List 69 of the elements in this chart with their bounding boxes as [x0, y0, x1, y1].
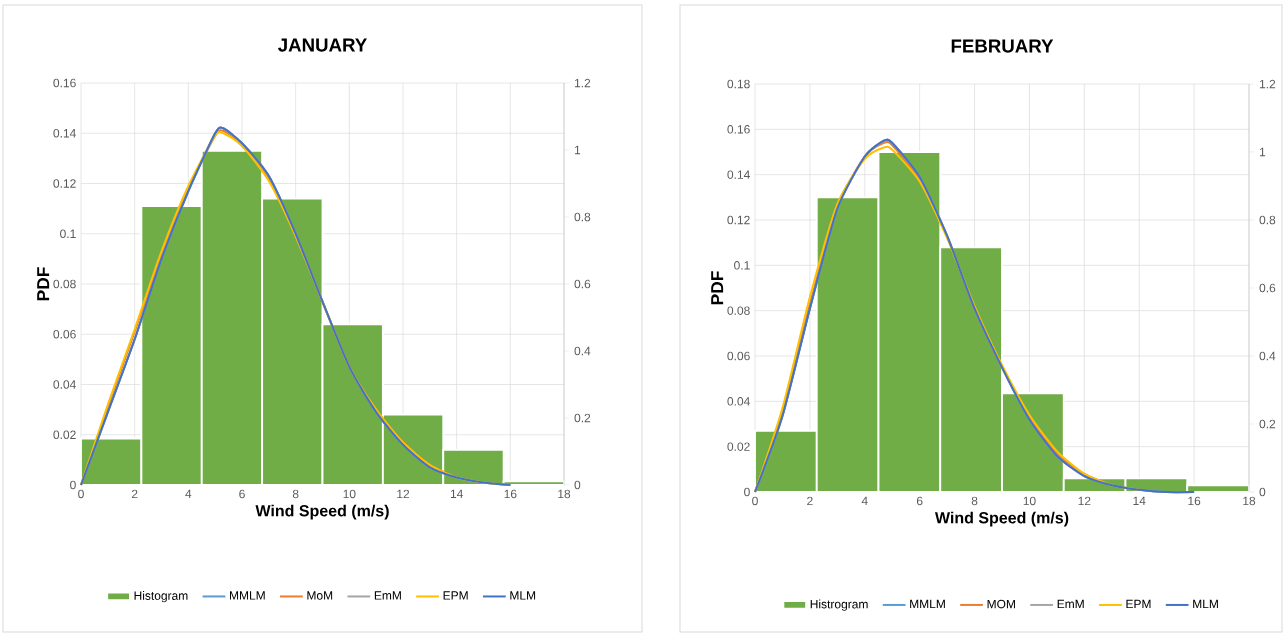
- y-tick-label: 0.12: [727, 215, 750, 225]
- legend-label: Histrogram: [810, 599, 868, 611]
- x-tick-label: 16: [504, 489, 517, 499]
- legend-label: Histogram: [134, 591, 188, 603]
- y2-tick-label: 0.6: [1259, 283, 1276, 293]
- x-tick-label: 10: [343, 489, 356, 499]
- y-tick-label: 0.12: [53, 179, 76, 188]
- x-tick-label: 12: [1078, 496, 1091, 506]
- x-tick-label: 6: [916, 496, 923, 506]
- legend-label: EmM: [374, 591, 401, 600]
- y2-tick-label: 0.2: [574, 413, 591, 423]
- y-tick-label: 0.08: [727, 306, 750, 315]
- legend-label: MMLM: [910, 599, 945, 609]
- y-tick-label: 0.08: [53, 279, 76, 289]
- x-tick-label: 0: [752, 496, 758, 506]
- y2-tick-label: 1.2: [1259, 79, 1276, 89]
- y2-tick-label: 0.8: [574, 212, 591, 222]
- y-tick-label: 0.1: [60, 229, 76, 239]
- y-axis-title: PDF: [37, 267, 50, 301]
- y-tick-label: 0.06: [727, 351, 750, 361]
- y-tick-label: 0.1: [734, 261, 750, 270]
- y-axis-title: PDF: [711, 271, 724, 305]
- x-tick-label: 2: [131, 489, 138, 499]
- x-axis-title: Wind Speed (m/s): [255, 504, 389, 520]
- y-tick-label: 0.02: [727, 442, 750, 451]
- x-tick-label: 12: [397, 489, 410, 499]
- legend-label: MOM: [987, 599, 1015, 609]
- x-tick-label: 0: [78, 489, 84, 499]
- y-tick-label: 0: [70, 480, 76, 490]
- y-tick-label: 0.02: [53, 430, 76, 440]
- y-tick-label: 0.16: [727, 125, 750, 134]
- chart-title: FEBRUARY: [951, 39, 1054, 53]
- y2-tick-label: 0.8: [1259, 215, 1276, 225]
- x-tick-label: 18: [1243, 496, 1256, 506]
- y2-tick-label: 1: [574, 145, 581, 155]
- legend-label: EPM: [1126, 599, 1151, 609]
- x-tick-label: 16: [1188, 496, 1201, 506]
- y2-tick-label: 0.4: [1259, 351, 1276, 361]
- y2-tick-label: 1.2: [574, 78, 591, 88]
- x-tick-label: 2: [807, 496, 813, 506]
- y-tick-label: 0.04: [53, 380, 76, 389]
- y2-tick-label: 0.4: [574, 346, 591, 356]
- y-tick-label: 0.18: [727, 79, 750, 89]
- y2-tick-label: 1: [1259, 147, 1266, 157]
- x-tick-label: 18: [558, 489, 571, 499]
- legend-label: MLM: [510, 591, 536, 600]
- x-tick-label: 6: [239, 489, 245, 499]
- y-tick-label: 0.06: [53, 330, 76, 339]
- x-tick-label: 14: [450, 489, 463, 498]
- legend-label: EPM: [443, 591, 468, 600]
- y2-tick-label: 0: [574, 480, 581, 490]
- y-tick-label: 0.04: [727, 397, 750, 406]
- x-tick-label: 4: [185, 489, 192, 498]
- x-tick-label: 4: [861, 496, 868, 505]
- y2-tick-label: 0.2: [1259, 419, 1276, 429]
- x-axis-title: Wind Speed (m/s): [934, 511, 1069, 527]
- chart-title: JANUARY: [278, 38, 367, 52]
- y-tick-label: 0.16: [53, 78, 76, 88]
- x-tick-label: 14: [1133, 496, 1146, 505]
- y2-tick-label: 0.6: [574, 279, 591, 289]
- legend-label: EmM: [1057, 599, 1084, 609]
- legend-label: MMLM: [230, 591, 265, 600]
- y-tick-label: 0.14: [53, 129, 76, 138]
- legend-label: MoM: [307, 591, 333, 600]
- x-tick-label: 8: [971, 496, 978, 506]
- legend-label: MLM: [1193, 599, 1218, 609]
- x-tick-label: 10: [1023, 496, 1036, 506]
- y-tick-label: 0.14: [727, 170, 750, 179]
- x-tick-label: 8: [292, 489, 299, 499]
